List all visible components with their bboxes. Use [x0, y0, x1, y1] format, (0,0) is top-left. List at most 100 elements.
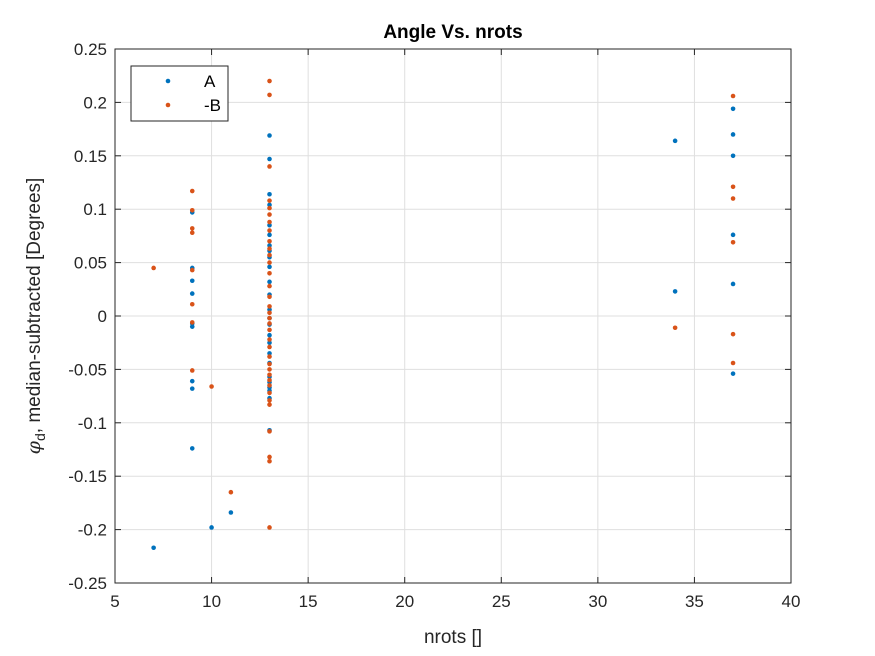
data-point [209, 525, 214, 530]
y-axis-label: φd, median-subtracted [Degrees] [23, 178, 48, 455]
data-point [267, 332, 272, 338]
y-tick-label: -0.1 [78, 414, 107, 433]
data-point [267, 310, 272, 316]
data-point [189, 291, 195, 296]
data-point [267, 198, 272, 203]
x-tick-label: 5 [110, 592, 119, 611]
y-tick-label: -0.15 [68, 467, 107, 486]
data-point [730, 132, 736, 137]
x-tick-label: 10 [202, 592, 221, 611]
data-point [189, 230, 195, 235]
data-point [267, 454, 272, 460]
data-point [267, 458, 272, 464]
legend-marker-b [165, 102, 171, 108]
data-point [267, 156, 272, 162]
data-point [267, 133, 272, 138]
chart-title: Angle Vs. nrots [383, 22, 522, 43]
data-point [189, 188, 195, 194]
data-point [267, 219, 272, 225]
y-tick-label: 0.15 [74, 147, 107, 166]
data-point [189, 386, 195, 391]
legend-marker-a [165, 78, 171, 84]
data-point [228, 510, 234, 515]
y-tick-label: 0.2 [83, 93, 107, 112]
y-axis-label-symbol: φ [23, 440, 45, 454]
data-point [730, 106, 736, 112]
y-tick-label: -0.25 [68, 574, 107, 593]
data-point [267, 228, 272, 233]
data-point [672, 325, 678, 331]
data-point [267, 270, 272, 276]
data-point [267, 283, 272, 289]
data-point [267, 243, 272, 248]
y-tick-label: -0.05 [68, 360, 107, 379]
data-point [267, 205, 272, 211]
data-point [730, 281, 736, 287]
data-point [267, 340, 272, 346]
y-axis-label-text: , median-subtracted [Degrees] [24, 178, 45, 434]
data-point [730, 240, 736, 245]
data-point [730, 371, 736, 376]
data-point [267, 390, 272, 396]
data-point [267, 307, 272, 312]
data-point [189, 324, 195, 329]
data-point [209, 384, 214, 389]
data-point [189, 378, 195, 384]
tick-labels: 5 10 15 20 25 30 35 40 -0.25 -0.2 -0.15 -0.1 -0.05 0 0… [68, 40, 800, 611]
data-point [267, 232, 272, 238]
data-point [730, 196, 736, 201]
x-tick-label: 25 [492, 592, 511, 611]
data-point [189, 301, 195, 307]
data-point [189, 207, 195, 213]
data-point [151, 545, 156, 551]
data-point [730, 331, 736, 337]
data-point [267, 92, 272, 98]
data-point [267, 525, 272, 530]
data-point [267, 321, 272, 326]
data-point [267, 344, 272, 350]
data-point [267, 429, 272, 434]
legend-box [130, 65, 229, 122]
data-point [730, 153, 736, 159]
data-point [267, 327, 272, 333]
y-axis-label-subscript: d [32, 433, 48, 441]
data-point [267, 351, 272, 356]
data-point [267, 164, 272, 169]
data-point [189, 267, 195, 273]
data-points [151, 78, 736, 551]
data-point [267, 361, 272, 367]
y-tick-label: 0 [98, 307, 107, 326]
legend-label-b: -B [204, 96, 221, 115]
y-tick-label: 0.1 [83, 200, 107, 219]
x-tick-label: 15 [299, 592, 318, 611]
data-point [267, 294, 272, 300]
data-point [267, 238, 272, 244]
y-tick-label: -0.2 [78, 521, 107, 540]
data-point [730, 184, 736, 190]
data-point [267, 264, 272, 270]
series-b [151, 78, 736, 530]
x-axis-label: nrots [] [424, 627, 482, 648]
data-point [189, 368, 195, 373]
data-point [267, 383, 272, 388]
data-point [267, 191, 272, 197]
data-point [267, 202, 272, 208]
x-tick-label: 40 [782, 592, 801, 611]
data-point [267, 246, 272, 252]
y-tick-label: 0.25 [74, 40, 107, 59]
y-tick-label: 0.05 [74, 254, 107, 273]
legend: A -B [130, 65, 229, 122]
legend-label-a: A [204, 72, 216, 91]
data-point [267, 252, 272, 258]
data-point [267, 402, 272, 407]
data-point [267, 212, 272, 217]
data-point [267, 279, 272, 285]
data-point [730, 93, 736, 99]
data-point [151, 265, 156, 271]
data-point [267, 78, 272, 84]
data-point [267, 304, 272, 309]
data-point [267, 367, 272, 372]
x-tick-label: 20 [395, 592, 414, 611]
data-point [189, 320, 195, 325]
